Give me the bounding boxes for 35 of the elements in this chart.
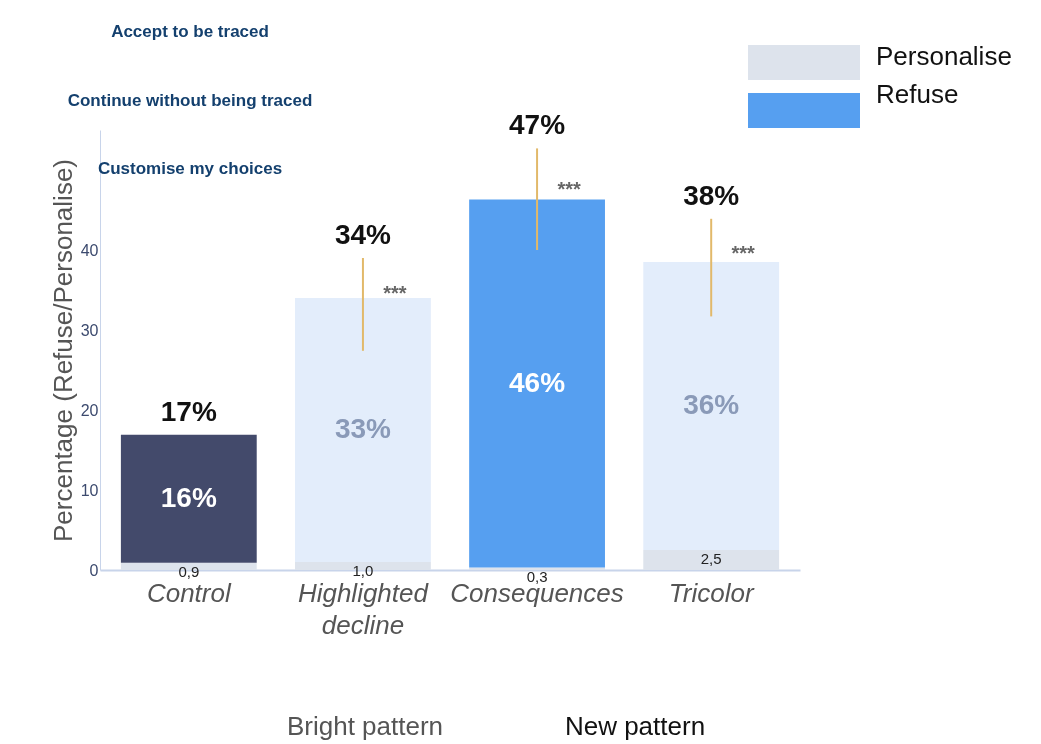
data-label: 46% [509, 366, 566, 398]
total-label: 17% [160, 395, 217, 427]
legend-label: Personalise [876, 41, 1012, 71]
text: Continue without being traced [67, 91, 313, 110]
y-tick-label: 0 [89, 561, 99, 579]
y-tick-label: 10 [80, 481, 99, 499]
data-label: 36% [683, 389, 740, 420]
data-label: 16% [160, 481, 217, 513]
data-label: 0,3 [526, 567, 548, 585]
text: New pattern [564, 711, 706, 741]
annotation: *** [383, 282, 407, 304]
annotation: *** [557, 178, 581, 200]
y-tick-label: 30 [80, 321, 99, 339]
bar [295, 298, 431, 562]
bar [469, 199, 605, 568]
data-label: 0,9 [178, 562, 200, 580]
annotation: *** [731, 242, 756, 264]
y-tick-label: 20 [80, 401, 99, 419]
data-label: 2,5 [700, 550, 722, 567]
data-label: 33% [334, 413, 392, 444]
bar [643, 262, 780, 550]
x-tick-label: Tricolor [668, 577, 755, 608]
annotation: Customise my choices [97, 159, 283, 178]
y-axis-title: Percentage (Refuse/Personalise) [47, 159, 78, 542]
y-tick-label: 40 [80, 241, 99, 259]
legend-label: Refuse [876, 79, 959, 109]
text: Accept to be traced [111, 22, 269, 41]
bar [120, 434, 257, 563]
text: Bright pattern [286, 711, 444, 741]
data-label: 1,0 [352, 562, 374, 579]
total-label: 34% [334, 219, 392, 250]
bar [643, 550, 780, 570]
total-label: 38% [683, 179, 740, 211]
x-tick-label: Highlighted decline [297, 577, 430, 640]
total-label: 47% [509, 109, 566, 141]
